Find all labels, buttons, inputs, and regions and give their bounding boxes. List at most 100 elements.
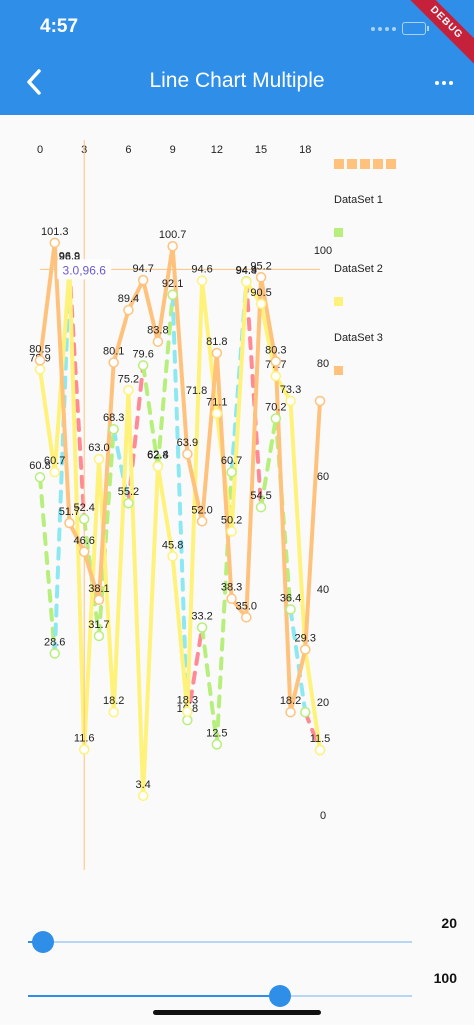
series-segment	[288, 607, 308, 715]
legend-label: DataSet 3	[334, 332, 383, 344]
data-point	[108, 706, 119, 718]
data-label: 60.7	[44, 455, 65, 467]
data-label: 73.3	[280, 384, 301, 396]
data-point	[226, 466, 237, 478]
data-label: 11.5	[310, 733, 331, 745]
more-menu-button[interactable]	[428, 68, 460, 98]
count-slider-value: 20	[441, 915, 457, 931]
data-label: 83.8	[147, 325, 168, 337]
debug-banner: DEBUG	[397, 0, 474, 72]
data-point	[255, 298, 267, 310]
signal-icon	[371, 26, 396, 31]
range-slider[interactable]	[28, 976, 412, 1016]
series-segment	[244, 279, 264, 510]
data-label: 38.1	[88, 583, 109, 595]
data-point	[300, 706, 311, 718]
data-point	[211, 408, 223, 419]
data-label: 90.5	[250, 287, 271, 299]
home-indicator	[153, 1010, 321, 1015]
data-point	[152, 461, 164, 472]
series-segment	[214, 350, 234, 601]
series-segment	[96, 360, 116, 602]
data-point	[93, 594, 105, 606]
data-point	[270, 413, 282, 424]
data-label: 60.8	[29, 460, 50, 472]
data-point	[123, 385, 134, 396]
data-label: 33.2	[191, 610, 212, 622]
legend-swatch	[386, 159, 396, 169]
data-point	[123, 497, 134, 509]
series-segment	[67, 265, 87, 752]
series-segment	[170, 554, 190, 714]
data-label: 31.7	[88, 619, 109, 631]
data-label: 94.4	[236, 265, 257, 277]
x-tick-label: 6	[125, 144, 131, 156]
series-segment	[303, 398, 322, 652]
data-label: 36.4	[280, 592, 301, 604]
series-segment	[141, 464, 160, 798]
data-label: 52.4	[73, 502, 94, 514]
data-label: 28.6	[44, 636, 65, 648]
data-label: 3.4	[136, 779, 151, 791]
series-segment	[303, 647, 322, 753]
data-point	[182, 706, 193, 717]
legend-label: DataSet 2	[334, 263, 383, 275]
legend-label: DataSet 1	[334, 194, 383, 206]
data-label: 79.6	[132, 348, 153, 360]
data-point	[137, 790, 149, 802]
data-label: 101.3	[41, 226, 69, 238]
data-point	[211, 739, 223, 750]
series-segment	[111, 388, 131, 715]
legend-swatch	[360, 159, 370, 169]
count-slider[interactable]	[28, 922, 412, 962]
series-1	[38, 266, 322, 753]
data-point	[241, 276, 252, 288]
data-point	[196, 275, 208, 286]
series-segment	[52, 240, 72, 525]
data-label: 75.2	[118, 373, 139, 385]
slider-thumb[interactable]	[32, 931, 55, 953]
legend-swatch	[373, 159, 383, 169]
y-tick-label: 20	[317, 697, 329, 709]
data-point	[34, 471, 46, 483]
data-point	[167, 289, 178, 301]
series-segment	[52, 266, 72, 656]
data-point	[270, 370, 282, 382]
app-bar: 4:57 DEBUG Line Chart Multiple	[0, 0, 474, 115]
data-point	[226, 593, 237, 604]
data-label: 35.0	[236, 600, 257, 612]
data-point	[182, 448, 193, 460]
data-label: 70.2	[265, 402, 286, 414]
back-button[interactable]	[18, 62, 50, 102]
data-point	[152, 336, 164, 347]
series-segment	[141, 278, 160, 344]
series-segment	[141, 363, 160, 468]
series-segment	[155, 292, 175, 468]
data-label: 80.3	[265, 344, 286, 356]
arrow-back-icon	[27, 69, 41, 95]
legend-swatch	[334, 297, 343, 306]
data-label: 18.2	[103, 695, 124, 707]
data-point	[314, 744, 326, 756]
data-point	[255, 501, 267, 513]
data-point	[108, 423, 119, 435]
tooltip-box	[57, 259, 112, 280]
series-segment	[82, 457, 101, 752]
slider-thumb[interactable]	[268, 985, 291, 1007]
legend-swatch	[334, 159, 344, 169]
x-tick-label: 12	[211, 144, 223, 156]
data-point	[78, 744, 90, 755]
data-point	[255, 272, 267, 283]
data-point	[196, 622, 208, 633]
data-point	[285, 395, 296, 407]
data-point	[226, 526, 237, 537]
data-label: 18.3	[177, 695, 198, 707]
data-label: 29.3	[295, 633, 316, 645]
series-segment	[170, 244, 190, 457]
data-point	[108, 357, 119, 368]
data-label: 45.8	[162, 539, 183, 551]
y-tick-label: 0	[320, 810, 326, 822]
data-point	[123, 304, 134, 316]
data-point	[137, 274, 149, 286]
